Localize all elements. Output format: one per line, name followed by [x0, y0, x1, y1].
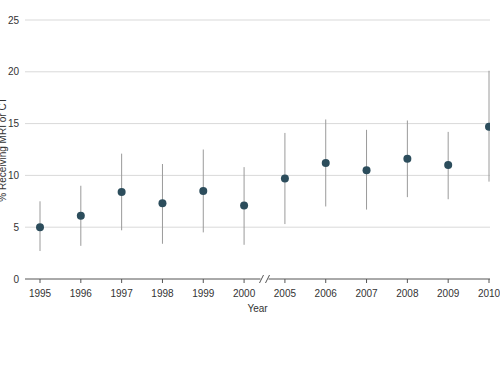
x-tick-label: 2006: [315, 288, 338, 299]
x-tick: [284, 279, 285, 283]
y-tick-label: 10: [8, 170, 20, 181]
x-tick-label: 1996: [70, 288, 93, 299]
point: [77, 212, 85, 220]
x-tick: [366, 279, 367, 283]
x-tick-label: 2005: [274, 288, 297, 299]
x-tick-label: 2008: [396, 288, 419, 299]
point: [199, 187, 207, 195]
grid-line: [25, 20, 490, 21]
x-tick: [244, 279, 245, 283]
grid-line: [25, 227, 490, 228]
grid-line: [25, 71, 490, 72]
point: [485, 123, 490, 131]
point: [158, 199, 166, 207]
x-tick-label: 2007: [355, 288, 378, 299]
x-tick: [121, 279, 122, 283]
x-tick: [489, 279, 490, 283]
x-axis-title: Year: [247, 303, 268, 314]
axis-break: [260, 275, 264, 283]
y-axis-title: % Receiving MRI or CT: [0, 97, 8, 201]
chart: 0 5 10 15 20 25 1995 1996 1997 1998 1999 2000 2005 20…: [0, 0, 500, 375]
y-tick-label: 5: [13, 222, 19, 233]
y-tick-label: 25: [8, 15, 20, 26]
x-axis: [25, 279, 490, 280]
point: [403, 155, 411, 163]
axis-break: [266, 275, 270, 283]
point: [118, 188, 126, 196]
x-tick-label: 2000: [233, 288, 256, 299]
x-tick: [407, 279, 408, 283]
x-tick: [448, 279, 449, 283]
y-tick-label: 20: [8, 66, 20, 77]
point: [322, 159, 330, 167]
axis-break-gap: [261, 275, 269, 283]
y-tick-label: 0: [13, 274, 19, 285]
point: [444, 161, 452, 169]
x-tick: [162, 279, 163, 283]
marks: [36, 71, 490, 251]
x-tick-label: 2010: [478, 288, 500, 299]
grid-line: [25, 175, 490, 176]
x-tick: [40, 279, 41, 283]
point: [363, 166, 371, 174]
x-tick: [80, 279, 81, 283]
point: [36, 223, 44, 231]
x-tick-label: 1997: [111, 288, 134, 299]
x-tick: [203, 279, 204, 283]
x-tick-label: 1995: [29, 288, 52, 299]
point: [240, 201, 248, 209]
grid-line: [25, 123, 490, 124]
point: [281, 175, 289, 183]
x-tick-label: 1998: [151, 288, 174, 299]
x-tick: [325, 279, 326, 283]
x-tick-label: 1999: [192, 288, 215, 299]
x-tick-label: 2009: [437, 288, 460, 299]
y-tick-label: 15: [8, 118, 20, 129]
